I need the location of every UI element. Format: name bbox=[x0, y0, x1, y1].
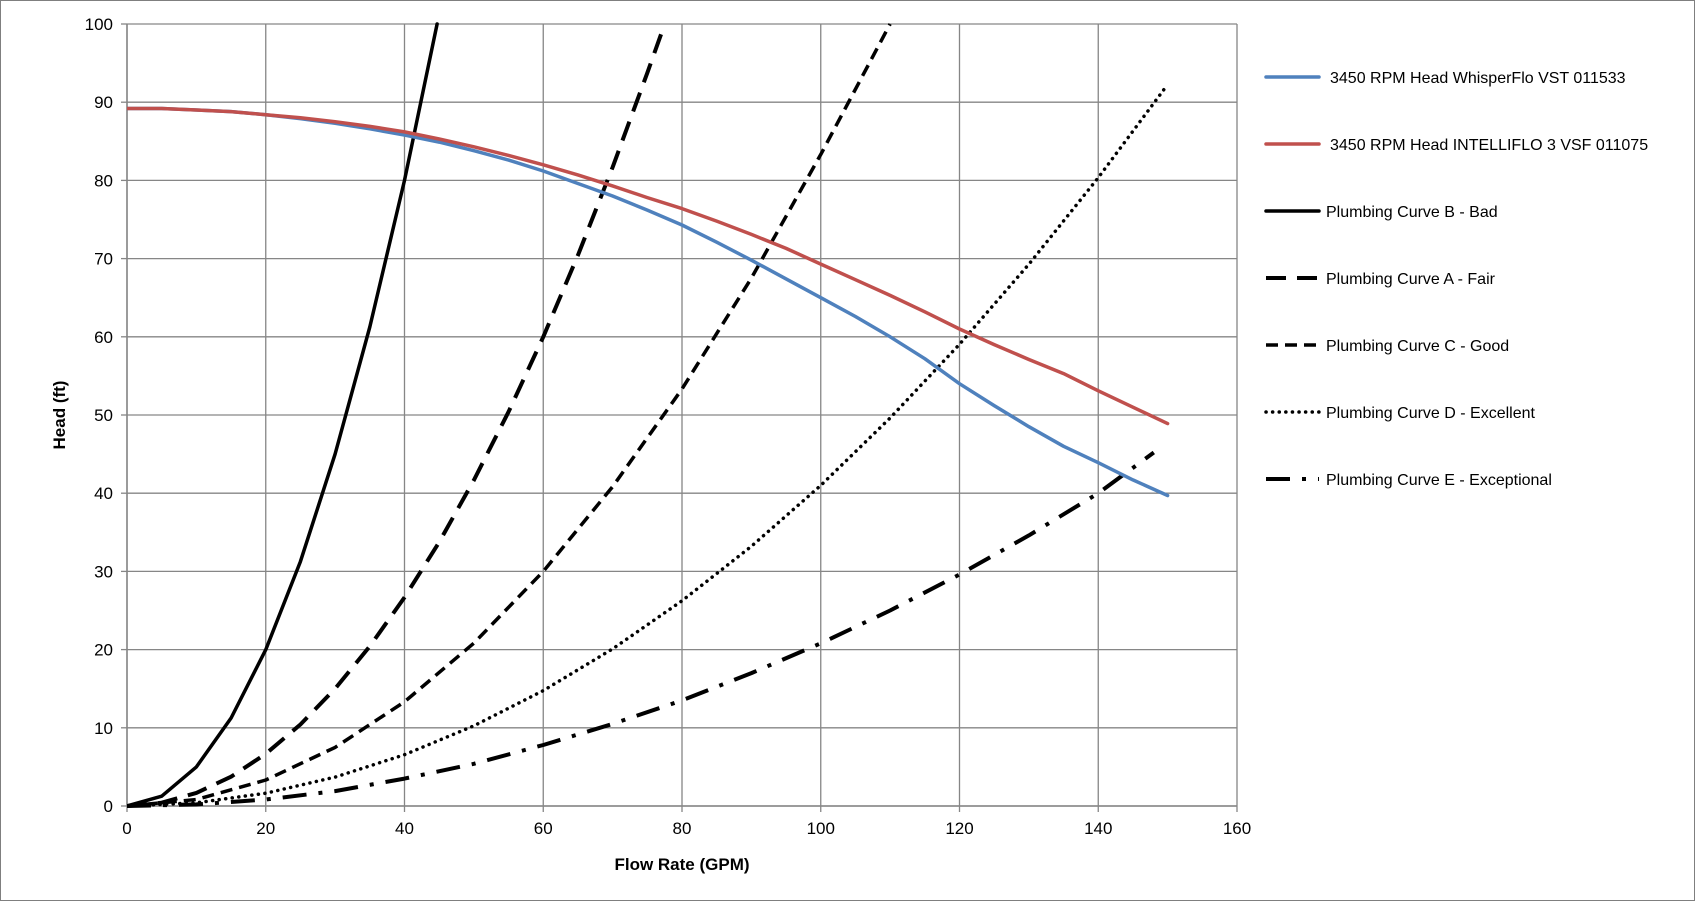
y-tick-label: 20 bbox=[94, 641, 113, 660]
x-tick-labels: 0 20 40 60 80 100 120 140 160 bbox=[122, 819, 1251, 838]
x-axis-title: Flow Rate (GPM) bbox=[614, 855, 749, 874]
axes bbox=[121, 23, 1238, 812]
series-line-2 bbox=[127, 22, 439, 808]
legend-entry-label: 3450 RPM Head INTELLIFLO 3 VSF 011075 bbox=[1330, 137, 1648, 154]
legend: 3450 RPM Head WhisperFlo VST 011533 3450 … bbox=[1264, 70, 1648, 489]
legend-entry-label: Plumbing Curve B - Bad bbox=[1326, 204, 1498, 221]
series-lines bbox=[127, 22, 1170, 808]
series-line-4 bbox=[127, 23, 892, 808]
y-tick-label: 40 bbox=[94, 484, 113, 503]
y-tick-label: 80 bbox=[94, 171, 113, 190]
y-tick-label: 70 bbox=[94, 250, 113, 269]
x-tick-label: 120 bbox=[945, 819, 973, 838]
series-line-1 bbox=[127, 106, 1170, 426]
x-tick-label: 160 bbox=[1223, 819, 1251, 838]
x-tick-label: 100 bbox=[807, 819, 835, 838]
y-tick-label: 10 bbox=[94, 719, 113, 738]
x-tick-label: 0 bbox=[122, 819, 131, 838]
x-tick-label: 20 bbox=[256, 819, 275, 838]
y-tick-labels: 0 10 20 30 40 50 60 70 80 90 100 bbox=[85, 15, 113, 816]
series-line-3 bbox=[127, 23, 667, 808]
y-tick-label: 60 bbox=[94, 328, 113, 347]
y-tick-label: 50 bbox=[94, 406, 113, 425]
series-line-6 bbox=[127, 450, 1155, 808]
y-tick-label: 30 bbox=[94, 562, 113, 581]
legend-entry-label: Plumbing Curve C - Good bbox=[1326, 338, 1509, 355]
x-tick-label: 40 bbox=[395, 819, 414, 838]
legend-entry-label: Plumbing Curve D - Excellent bbox=[1326, 405, 1536, 422]
x-tick-label: 80 bbox=[673, 819, 692, 838]
series-line-5 bbox=[127, 82, 1170, 808]
legend-entry-label: 3450 RPM Head WhisperFlo VST 011533 bbox=[1330, 70, 1626, 87]
y-tick-label: 100 bbox=[85, 15, 113, 34]
y-tick-label: 0 bbox=[104, 797, 113, 816]
x-tick-label: 140 bbox=[1084, 819, 1112, 838]
legend-entry-label: Plumbing Curve E - Exceptional bbox=[1326, 472, 1552, 489]
y-axis-title: Head (ft) bbox=[50, 381, 69, 450]
legend-entry-label: Plumbing Curve A - Fair bbox=[1326, 271, 1496, 288]
y-tick-label: 90 bbox=[94, 93, 113, 112]
x-tick-label: 60 bbox=[534, 819, 553, 838]
